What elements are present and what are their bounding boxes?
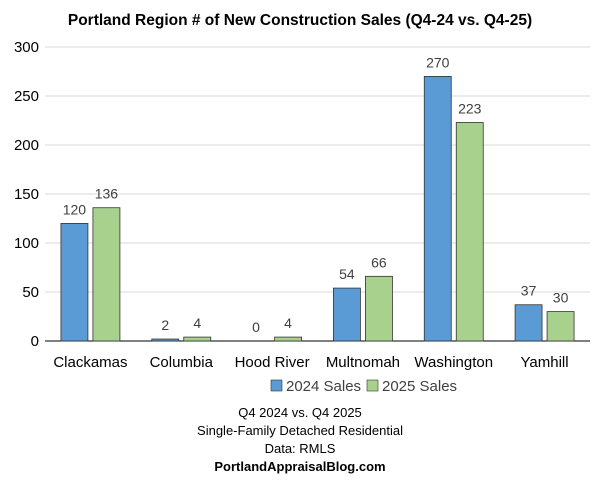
bar-2025-sales (92, 207, 121, 342)
bar-2025-sales (183, 336, 212, 342)
data-label: 54 (339, 266, 355, 282)
y-tick-label: 150 (14, 186, 39, 203)
y-tick-label: 100 (14, 235, 39, 252)
footer-source: Data: RMLS (265, 441, 336, 456)
y-tick-label: 50 (22, 284, 39, 301)
y-tick-label: 0 (31, 333, 39, 350)
x-tick-label: Yamhill (521, 354, 569, 371)
bar-2025-sales (274, 336, 302, 342)
data-label: 223 (458, 100, 482, 116)
x-tick-label: Washington (414, 354, 493, 371)
data-label: 66 (371, 254, 387, 270)
data-label: 270 (426, 54, 450, 70)
data-label: 30 (553, 290, 569, 306)
bar-2025-sales (546, 311, 575, 342)
bar-2024-sales (514, 304, 543, 342)
x-tick-label: Columbia (150, 354, 214, 371)
legend-swatch-2024 (270, 379, 283, 392)
data-label: 0 (252, 319, 260, 335)
y-tick-label: 200 (14, 137, 39, 154)
legend-label-2024: 2024 Sales (286, 378, 361, 395)
x-tick-label: Clackamas (53, 354, 127, 371)
x-tick-label: Multnomah (326, 354, 400, 371)
bar-2024-sales (151, 338, 180, 342)
bar-2024-sales (333, 287, 361, 342)
data-label: 4 (284, 315, 292, 331)
data-label: 4 (193, 315, 201, 331)
footer-period: Q4 2024 vs. Q4 2025 (238, 405, 362, 420)
bar-2025-sales (365, 275, 393, 342)
bar-2024-sales (60, 222, 89, 342)
chart-title: Portland Region # of New Construction Sa… (68, 12, 532, 29)
data-label: 136 (95, 186, 119, 202)
footer-site: PortlandAppraisalBlog.com (214, 459, 385, 474)
y-tick-label: 300 (14, 39, 39, 56)
data-label: 120 (63, 201, 87, 217)
data-label: 2 (161, 317, 169, 333)
y-tick-label: 250 (14, 88, 39, 105)
footer-type: Single-Family Detached Residential (197, 423, 403, 438)
data-label: 37 (521, 283, 537, 299)
bar-2024-sales (423, 76, 452, 342)
x-tick-label: Hood River (235, 354, 310, 371)
legend: 2024 Sales 2025 Sales (270, 378, 457, 395)
bar-2025-sales (455, 122, 484, 342)
legend-label-2025: 2025 Sales (382, 378, 457, 395)
legend-swatch-2025 (366, 379, 379, 392)
